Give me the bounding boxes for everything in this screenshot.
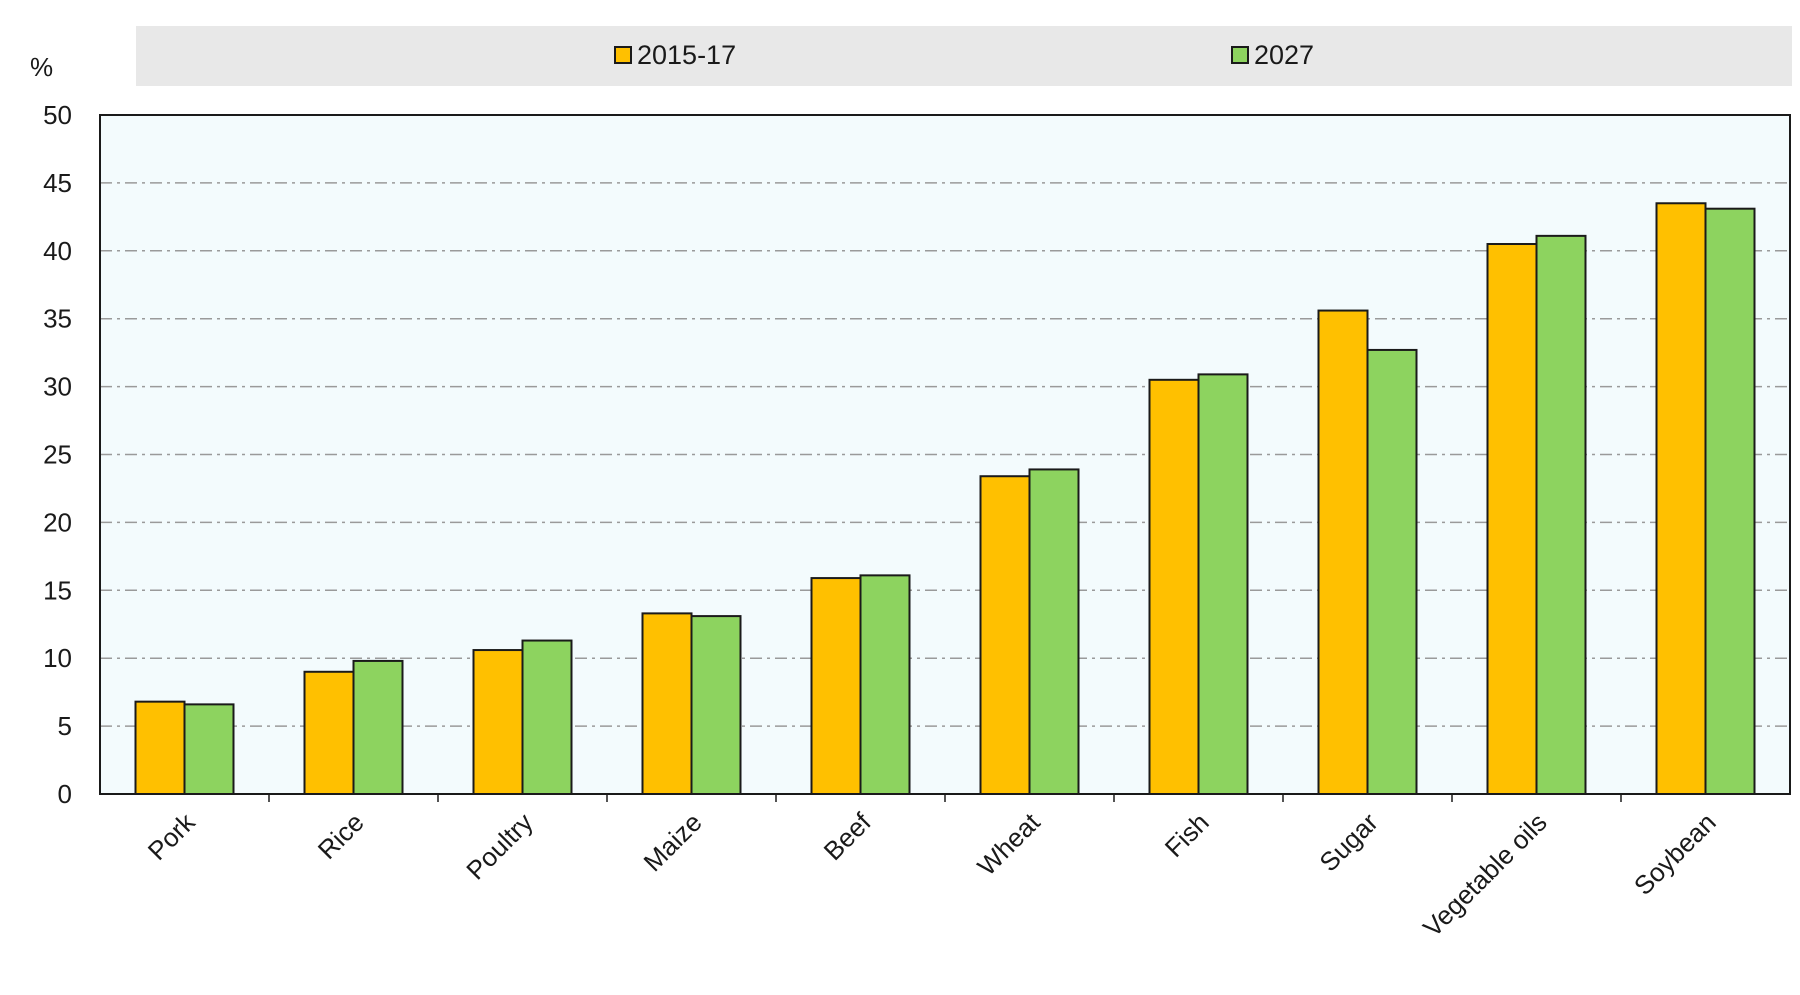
- y-tick-label: 5: [58, 711, 72, 741]
- y-tick-label: 0: [58, 779, 72, 809]
- y-tick-label: 25: [43, 440, 72, 470]
- bar-2027-fish: [1197, 373, 1249, 795]
- y-tick-label: 35: [43, 304, 72, 334]
- y-tick-label: 10: [43, 643, 72, 673]
- plot-frame: [99, 114, 1791, 795]
- y-tick-label: 30: [43, 372, 72, 402]
- bar-2027-soybean: [1704, 207, 1756, 795]
- bar-2015-17-sugar: [1317, 309, 1369, 795]
- bar-2027-rice: [352, 659, 404, 796]
- legend: 2015-17 2027: [614, 40, 1314, 70]
- bar-2027-maize: [690, 615, 742, 795]
- legend-label: 2015-17: [637, 40, 736, 70]
- y-tick-label: 15: [43, 575, 72, 605]
- bar-2015-17-soybean: [1655, 202, 1707, 795]
- y-tick-label: 40: [43, 236, 72, 266]
- bar-2015-17-rice: [303, 670, 355, 796]
- legend-swatch: [614, 46, 632, 64]
- bar-2027-poultry: [521, 639, 573, 796]
- legend-label: 2027: [1254, 40, 1314, 70]
- y-axis-ticks: 0 5 10 15 20 25 30 35 40 45 50: [43, 100, 72, 809]
- bar-2015-17-pork: [134, 700, 186, 796]
- bar-2015-17-poultry: [472, 649, 524, 795]
- y-axis-unit-label: %: [30, 52, 53, 82]
- y-tick-label: 45: [43, 168, 72, 198]
- y-tick-label: 50: [43, 100, 72, 130]
- bar-2027-beef: [859, 574, 911, 795]
- bar-2027-wheat: [1028, 468, 1080, 795]
- legend-swatch: [1231, 46, 1249, 64]
- bar-2027-vegetable-oils: [1535, 234, 1587, 795]
- bar-2015-17-vegetable-oils: [1486, 243, 1538, 795]
- bar-2027-sugar: [1366, 348, 1418, 795]
- bar-2015-17-fish: [1148, 378, 1200, 795]
- bar-2015-17-maize: [641, 612, 693, 795]
- bar-2015-17-beef: [810, 577, 862, 795]
- bar-2015-17-wheat: [979, 475, 1031, 795]
- bar-2027-pork: [183, 703, 235, 796]
- y-tick-label: 20: [43, 507, 72, 537]
- legend-band: [136, 26, 1792, 86]
